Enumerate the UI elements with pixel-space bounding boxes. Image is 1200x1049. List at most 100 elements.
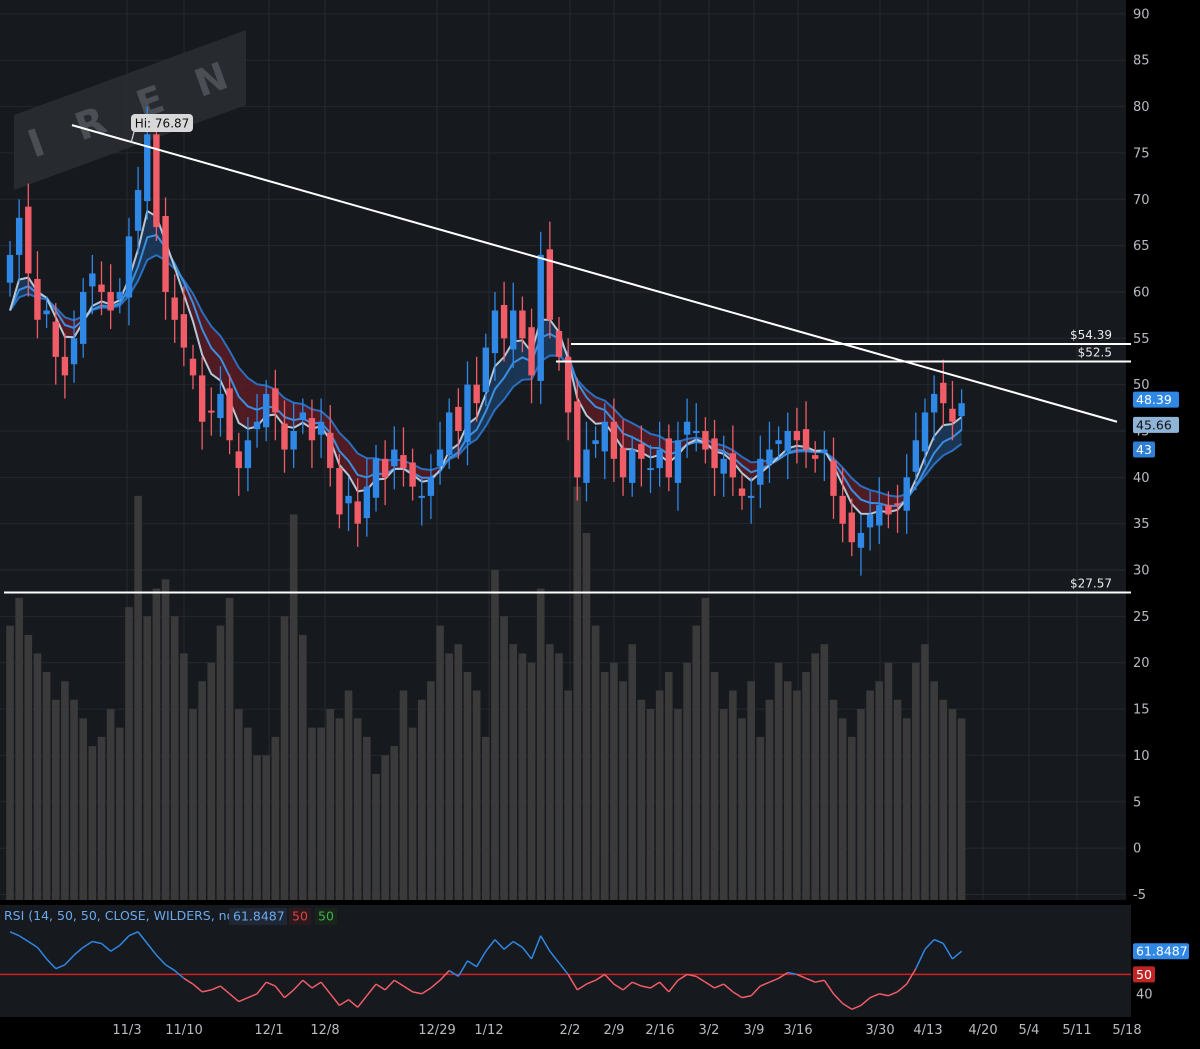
volume-bar — [207, 662, 216, 900]
rsi-line-segment — [750, 985, 761, 997]
candle-body — [930, 393, 938, 413]
cloud-segment — [613, 408, 624, 450]
candle-body — [363, 486, 371, 519]
candle-body — [510, 310, 517, 350]
volume-bar — [536, 588, 545, 900]
volume-bar — [15, 597, 23, 900]
cloud-segment — [247, 378, 258, 429]
candle-body — [281, 423, 288, 450]
x-tick-label: 1/12 — [474, 1023, 503, 1038]
volume-bar — [710, 671, 719, 900]
rsi-line-segment — [274, 985, 286, 999]
rsi-line-segment — [787, 971, 798, 976]
y-tick-label: 90 — [1133, 7, 1150, 22]
volume-bar — [564, 690, 572, 900]
candle-body — [912, 440, 920, 472]
rsi-line-segment — [494, 939, 505, 950]
volume-bar — [610, 662, 618, 900]
volume-bar — [857, 709, 865, 900]
volume-bar — [61, 681, 69, 900]
candle-body — [418, 495, 425, 498]
volume-bar — [500, 616, 508, 900]
candle-body — [546, 249, 554, 320]
candle-body — [848, 512, 855, 543]
volume-bar — [600, 671, 609, 900]
rsi-mid-badge-text: 50 — [1136, 967, 1152, 982]
candle-body — [500, 304, 508, 339]
y-tick-label: 15 — [1133, 703, 1150, 718]
rsi-line-segment — [229, 993, 240, 1003]
candle-body — [6, 254, 14, 283]
volume-bar — [427, 681, 435, 900]
x-tick-label: 4/20 — [968, 1023, 997, 1038]
volume-bar — [829, 699, 838, 900]
rsi-line-segment — [165, 964, 176, 972]
candle-body — [601, 421, 608, 452]
x-tick-label: 12/29 — [418, 1023, 455, 1038]
high-label-box — [131, 114, 193, 132]
candle-body — [15, 217, 23, 255]
rsi-line-segment — [951, 950, 963, 960]
candle-body — [555, 330, 563, 357]
volume-bar — [353, 718, 362, 900]
rsi-panel[interactable] — [0, 905, 1131, 1017]
volume-bar — [234, 709, 243, 900]
volume-bar — [335, 718, 344, 900]
candle-body — [253, 421, 261, 430]
candle-body — [747, 495, 755, 498]
volume-bar — [802, 671, 810, 900]
cloud-segment — [513, 340, 523, 387]
price-level-label: $52.5 — [1078, 345, 1112, 359]
rsi-line-segment — [439, 970, 450, 981]
candle-body — [446, 412, 453, 456]
price-lines[interactable]: $54.39 $52.5 $27.57 Hi: 76.87 — [4, 114, 1131, 594]
candle-body — [107, 291, 114, 311]
candle-body — [464, 384, 471, 443]
candle-body — [610, 421, 618, 459]
x-tick-label: 11/3 — [112, 1023, 141, 1038]
candle-body — [665, 438, 672, 478]
candle-body — [43, 310, 50, 315]
volume-bar — [719, 709, 728, 900]
rsi-line-segment — [119, 935, 130, 946]
y-tick-label: 20 — [1133, 656, 1150, 671]
volume-bar — [811, 653, 819, 900]
volume-bar — [326, 709, 335, 900]
volume-bar — [884, 662, 893, 900]
volume-bar — [912, 662, 920, 900]
rsi-tick-label: 40 — [1136, 987, 1153, 1002]
rsi-line-segment — [92, 940, 102, 945]
rsi-line-segment — [741, 994, 752, 999]
candle-body — [171, 297, 178, 320]
rsi-line-segment — [659, 981, 670, 993]
rsi-line-segment — [412, 991, 422, 995]
candle-body — [134, 190, 142, 231]
volume-bar — [655, 690, 664, 900]
candle-body — [812, 455, 819, 459]
y-tick-label: 65 — [1133, 239, 1150, 254]
rsi-midline-label-red: 50 — [292, 909, 308, 924]
candle-body — [70, 338, 78, 365]
rsi-line-segment — [641, 985, 651, 989]
candle-body — [189, 358, 197, 376]
candle-body — [793, 430, 801, 441]
volume-bar — [253, 755, 261, 900]
volume-bar — [591, 625, 600, 900]
resistance-trendline[interactable] — [71, 124, 1118, 423]
volume-bar — [24, 634, 33, 900]
rsi-line-segment — [55, 964, 66, 970]
volume-bar — [372, 773, 380, 900]
candle-body — [327, 432, 334, 469]
volume-bar — [683, 662, 691, 900]
rsi-line-segment — [27, 940, 38, 948]
rsi-line-segment — [860, 997, 871, 1006]
candle-body — [400, 455, 407, 469]
volume-bar — [225, 597, 234, 900]
cloud-segment — [357, 453, 367, 492]
candle-body — [162, 215, 169, 292]
rsi-line-segment — [293, 979, 304, 991]
rsi-line-segment — [888, 991, 898, 997]
candle-body — [674, 440, 682, 483]
